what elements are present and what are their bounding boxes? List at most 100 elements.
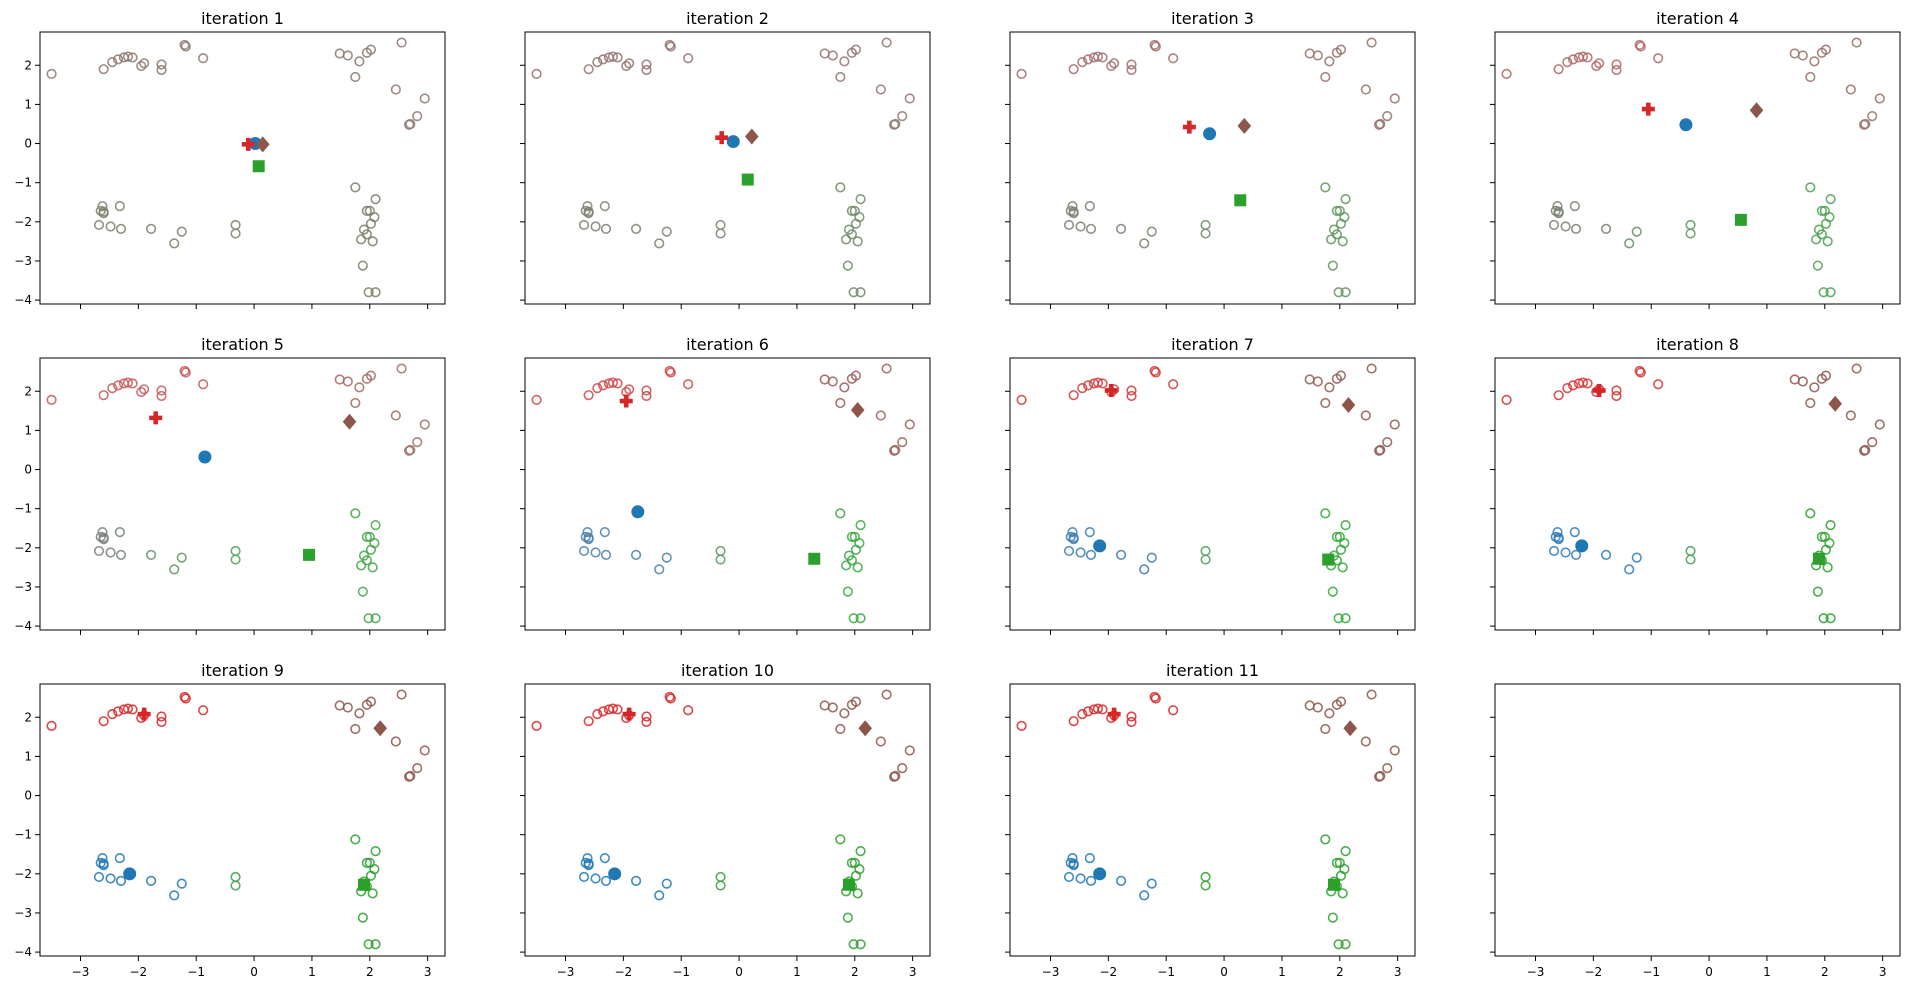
data-point [113,54,124,65]
centroid-diamond-brown [1828,395,1842,412]
subplot-4: iteration 4 [1490,9,1901,309]
data-point [1092,51,1104,62]
subplot-11: iteration 11 −3 −2 −1 0 1 2 3 [1005,661,1416,979]
data-point [1312,50,1323,61]
data-point [641,390,652,402]
data-point [361,229,372,240]
data-point [661,552,672,563]
data-point [1126,385,1137,396]
subplot-title: iteration 8 [1656,335,1739,354]
data-point [169,564,180,575]
data-point [848,939,859,950]
data-point [854,864,865,875]
data-point [1582,52,1593,63]
data-point [1068,206,1079,217]
data-point [1083,706,1094,717]
data-point [156,385,167,396]
data-point [1126,716,1137,728]
data-point [1600,223,1612,234]
data-point [412,763,423,774]
data-point [1360,84,1371,95]
x-tick-label: 1 [1763,965,1771,979]
x-tick-label: 3 [1879,965,1887,979]
data-point [1200,880,1211,891]
subplot-7: iteration 7 [1005,335,1416,635]
data-point [361,531,372,542]
data-point [583,532,594,543]
axes-frame [39,683,446,957]
x-tick-label: 0 [1705,965,1713,979]
data-point [114,201,125,212]
data-point [612,704,623,715]
data-point [1501,394,1512,405]
data-point [582,201,593,212]
centroid-circle-blue [1203,127,1217,141]
data-point [598,54,609,65]
data-point [93,219,105,231]
centroid-square-green [1328,878,1340,891]
data-point [93,871,105,883]
data-point [1382,763,1393,774]
subplot-title: iteration 2 [686,9,769,28]
data-point [1067,201,1078,212]
data-point [1340,939,1351,950]
centroid-plus-red [1592,383,1606,397]
data-point [715,228,726,239]
data-point [661,226,672,237]
data-point [1126,64,1137,76]
data-point [715,545,726,557]
data-point [1340,287,1351,298]
data-point [1331,857,1342,868]
data-point [1149,365,1160,377]
data-point [198,379,209,390]
data-point [842,586,853,597]
data-point [715,871,726,883]
data-point [1149,39,1160,51]
data-point [1063,219,1075,231]
data-point [180,367,191,378]
data-point [1335,696,1347,707]
centroid-circle-blue [726,135,740,149]
data-point [1335,370,1347,381]
data-point [1168,53,1179,64]
data-point [661,878,672,889]
centroid-square-green [843,878,855,891]
subplot-title: iteration 9 [201,661,284,680]
data-point [1577,51,1589,62]
data-point [1594,58,1605,69]
data-point [1016,720,1027,731]
data-point [350,834,361,845]
data-point [1552,527,1563,538]
data-point [156,390,167,402]
y-tick-label: −3 [14,906,32,920]
data-point [354,56,365,67]
data-point [841,560,852,571]
data-point [819,700,830,711]
y-tick-label: 1 [24,423,32,437]
data-point [367,562,378,573]
data-point [361,205,372,216]
x-tick-label: 3 [909,965,917,979]
subplot-title: iteration 6 [686,335,769,354]
data-point [1809,382,1820,393]
data-point [1812,586,1823,597]
y-tick-label: 2 [24,58,32,72]
x-tick-label: −2 [1585,965,1603,979]
data-point [396,689,407,700]
centroid-plus-red [1107,707,1121,721]
data-point [854,212,865,223]
data-point [583,716,594,727]
data-point [664,691,675,703]
data-point [97,853,108,864]
data-point [98,206,109,217]
axes-frame [1009,357,1416,631]
data-point [819,374,830,385]
data-point [1075,221,1086,232]
data-point [1816,531,1827,542]
y-tick-label: −2 [14,215,32,229]
data-point [1200,219,1211,231]
data-point [1068,390,1079,401]
data-point [356,234,367,245]
data-point [46,68,57,79]
data-point [107,709,118,720]
